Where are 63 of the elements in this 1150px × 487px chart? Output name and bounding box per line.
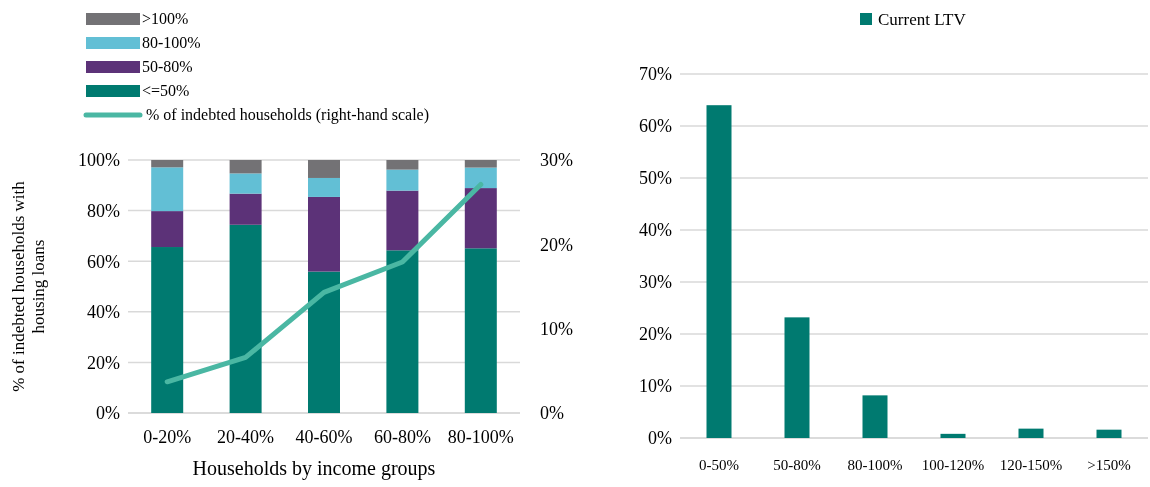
y-tick-label: 40% <box>87 302 120 323</box>
y2-tick-label: 30% <box>540 150 573 171</box>
bar <box>229 173 262 194</box>
y2-tick-label: 0% <box>540 403 564 424</box>
y-axis-title: % of indebted households with housing loans <box>9 180 48 392</box>
bar <box>464 248 497 413</box>
bar <box>229 193 262 225</box>
bar <box>308 177 340 197</box>
x-tick-label: 60-80% <box>373 427 431 447</box>
legend-label: Current LTV <box>878 10 967 29</box>
y2-tick-label: 20% <box>540 234 573 255</box>
y-tick-label: 0% <box>96 403 120 424</box>
bar <box>464 188 497 249</box>
y-tick-label: 40% <box>639 220 672 241</box>
y-tick-label: 70% <box>639 64 672 85</box>
x-tick-label: 50-80% <box>773 457 821 473</box>
legend-label: 80-100% <box>142 34 201 51</box>
bar <box>386 250 419 413</box>
bar <box>464 167 497 189</box>
bar <box>784 317 810 438</box>
legend-label: <=50% <box>142 82 190 99</box>
y-tick-label: 20% <box>639 324 672 345</box>
x-tick-label: 20-40% <box>217 427 275 447</box>
y-tick-label: 60% <box>639 116 672 137</box>
bar <box>229 224 262 413</box>
legend-label: % of indebted households (right-hand scale) <box>146 106 430 124</box>
bar <box>1018 428 1044 438</box>
bar <box>706 105 732 438</box>
y-tick-label: 30% <box>639 272 672 293</box>
y-tick-label: 80% <box>87 200 120 221</box>
bar <box>151 160 184 168</box>
x-tick-label: 0-20% <box>143 427 192 447</box>
y-tick-label: 100% <box>78 150 120 171</box>
y-tick-label: 0% <box>648 428 672 449</box>
y2-tick-label: 10% <box>540 318 573 339</box>
bar <box>464 160 497 168</box>
x-tick-label: 120-150% <box>999 457 1063 473</box>
bar <box>151 247 184 413</box>
bar <box>229 160 262 174</box>
y-tick-label: 60% <box>87 251 120 272</box>
x-tick-label: 80-100% <box>847 457 903 473</box>
y-tick-label: 50% <box>639 168 672 189</box>
x-tick-label: 0-50% <box>699 457 739 473</box>
legend-label: >100% <box>142 10 189 27</box>
y-tick-label: 20% <box>87 352 120 373</box>
bar <box>386 160 419 170</box>
bar <box>940 433 966 438</box>
x-tick-label: 40-60% <box>295 427 353 447</box>
bar <box>386 190 419 251</box>
bar <box>862 395 888 438</box>
x-tick-label: 80-100% <box>447 427 514 447</box>
bar <box>151 167 184 212</box>
x-tick-label: >150% <box>1087 457 1131 473</box>
bar <box>151 211 184 248</box>
legend-label: 50-80% <box>142 58 193 75</box>
bar <box>308 271 340 413</box>
x-axis-title: Households by income groups <box>192 457 436 480</box>
y-tick-label: 10% <box>639 376 672 397</box>
x-tick-label: 100-120% <box>921 457 985 473</box>
bar <box>386 169 419 191</box>
bar <box>1096 429 1122 438</box>
bar <box>308 196 340 272</box>
bar <box>308 160 340 178</box>
